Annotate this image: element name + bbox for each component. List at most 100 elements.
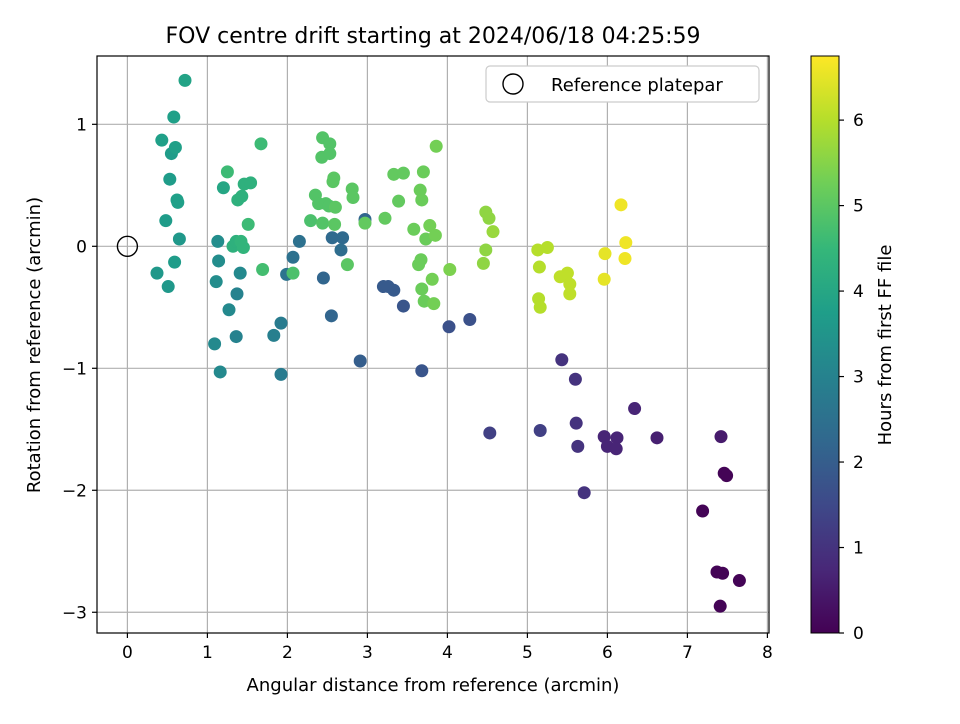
data-point	[208, 337, 222, 351]
data-point	[254, 137, 268, 151]
y-tick-label: −1	[62, 359, 87, 379]
data-point	[614, 198, 628, 212]
data-point	[569, 416, 583, 430]
reference-point	[116, 235, 139, 258]
legend-label: Reference platepar	[551, 75, 723, 96]
data-point	[241, 217, 255, 231]
data-point	[167, 110, 181, 124]
data-point	[323, 137, 337, 151]
data-point	[533, 424, 547, 438]
data-point	[340, 258, 354, 272]
data-point	[563, 277, 577, 291]
data-point	[328, 200, 342, 214]
data-point	[286, 250, 300, 264]
data-point	[168, 255, 182, 269]
x-tick-label: 8	[762, 643, 773, 663]
data-point	[323, 147, 337, 161]
x-tick-label: 5	[522, 643, 533, 663]
data-point	[407, 222, 421, 236]
x-tick-label: 3	[362, 643, 373, 663]
data-point	[381, 280, 395, 294]
data-point	[229, 330, 243, 344]
data-point	[598, 247, 612, 261]
grid-lines	[97, 56, 769, 633]
plot-area: 0 1 2 3 4 5 6 7 8 −3 −2 −1 0 1	[62, 55, 773, 663]
data-point	[413, 183, 427, 197]
data-point	[571, 439, 585, 453]
data-point	[324, 309, 338, 323]
data-point	[540, 241, 554, 255]
axis-ticks: 0 1 2 3 4 5 6 7 8 −3 −2 −1 0 1	[62, 115, 773, 663]
y-tick-label: −3	[62, 603, 87, 623]
data-point	[161, 280, 175, 294]
data-point	[716, 566, 730, 580]
data-point	[334, 243, 348, 257]
x-tick-label: 4	[442, 643, 453, 663]
data-point	[396, 299, 410, 313]
data-point	[286, 266, 300, 280]
colorbar-tick-label: 0	[853, 624, 864, 644]
data-point	[415, 364, 429, 378]
data-point	[396, 166, 410, 180]
data-point	[577, 486, 591, 500]
data-point	[483, 426, 497, 440]
data-point	[443, 262, 457, 276]
data-point	[178, 73, 192, 87]
data-point	[597, 272, 611, 286]
data-point	[212, 254, 226, 268]
data-point	[486, 225, 500, 239]
data-point	[560, 266, 574, 280]
data-point	[555, 353, 569, 367]
colorbar-tick-label: 1	[853, 539, 864, 559]
data-point	[235, 189, 249, 203]
y-axis-label: Rotation from reference (arcmin)	[24, 197, 45, 493]
data-point	[650, 431, 664, 445]
data-point	[696, 504, 710, 518]
data-point	[619, 236, 633, 250]
data-point	[274, 316, 288, 330]
data-point	[425, 272, 439, 286]
x-tick-label: 0	[122, 643, 133, 663]
y-tick-label: −2	[62, 481, 87, 501]
data-point	[213, 365, 227, 379]
x-tick-label: 7	[682, 643, 693, 663]
data-point	[316, 216, 330, 230]
data-point	[429, 139, 443, 153]
x-tick-label: 1	[202, 643, 213, 663]
data-point	[732, 574, 746, 588]
colorbar-label: Hours from first FF file	[875, 245, 896, 446]
reference-platepar-marker	[116, 235, 139, 258]
data-point	[220, 165, 234, 179]
data-point	[325, 231, 339, 245]
data-point	[326, 175, 340, 189]
data-point	[244, 176, 258, 190]
x-tick-label: 2	[282, 643, 293, 663]
data-point	[346, 191, 360, 205]
y-tick-label: 1	[76, 115, 87, 135]
data-point	[415, 193, 429, 207]
data-point	[353, 354, 367, 368]
data-point	[714, 430, 728, 444]
plot-frame	[96, 55, 770, 634]
data-point	[713, 599, 727, 613]
data-point	[532, 260, 546, 274]
data-point	[427, 297, 441, 311]
data-point	[597, 430, 611, 444]
data-point	[533, 300, 547, 314]
data-point	[428, 228, 442, 242]
chart-title: FOV centre drift starting at 2024/06/18 …	[166, 24, 701, 49]
data-point	[609, 442, 623, 456]
x-axis-label: Angular distance from reference (arcmin)	[247, 675, 620, 696]
data-point	[392, 194, 406, 208]
data-point	[423, 219, 437, 233]
data-point	[336, 231, 350, 245]
data-point	[256, 262, 270, 276]
data-point	[211, 234, 225, 248]
data-point	[720, 469, 734, 483]
data-point	[415, 282, 429, 296]
data-point	[209, 275, 223, 289]
data-point	[222, 303, 236, 317]
data-point	[150, 266, 164, 280]
data-point	[414, 253, 428, 267]
